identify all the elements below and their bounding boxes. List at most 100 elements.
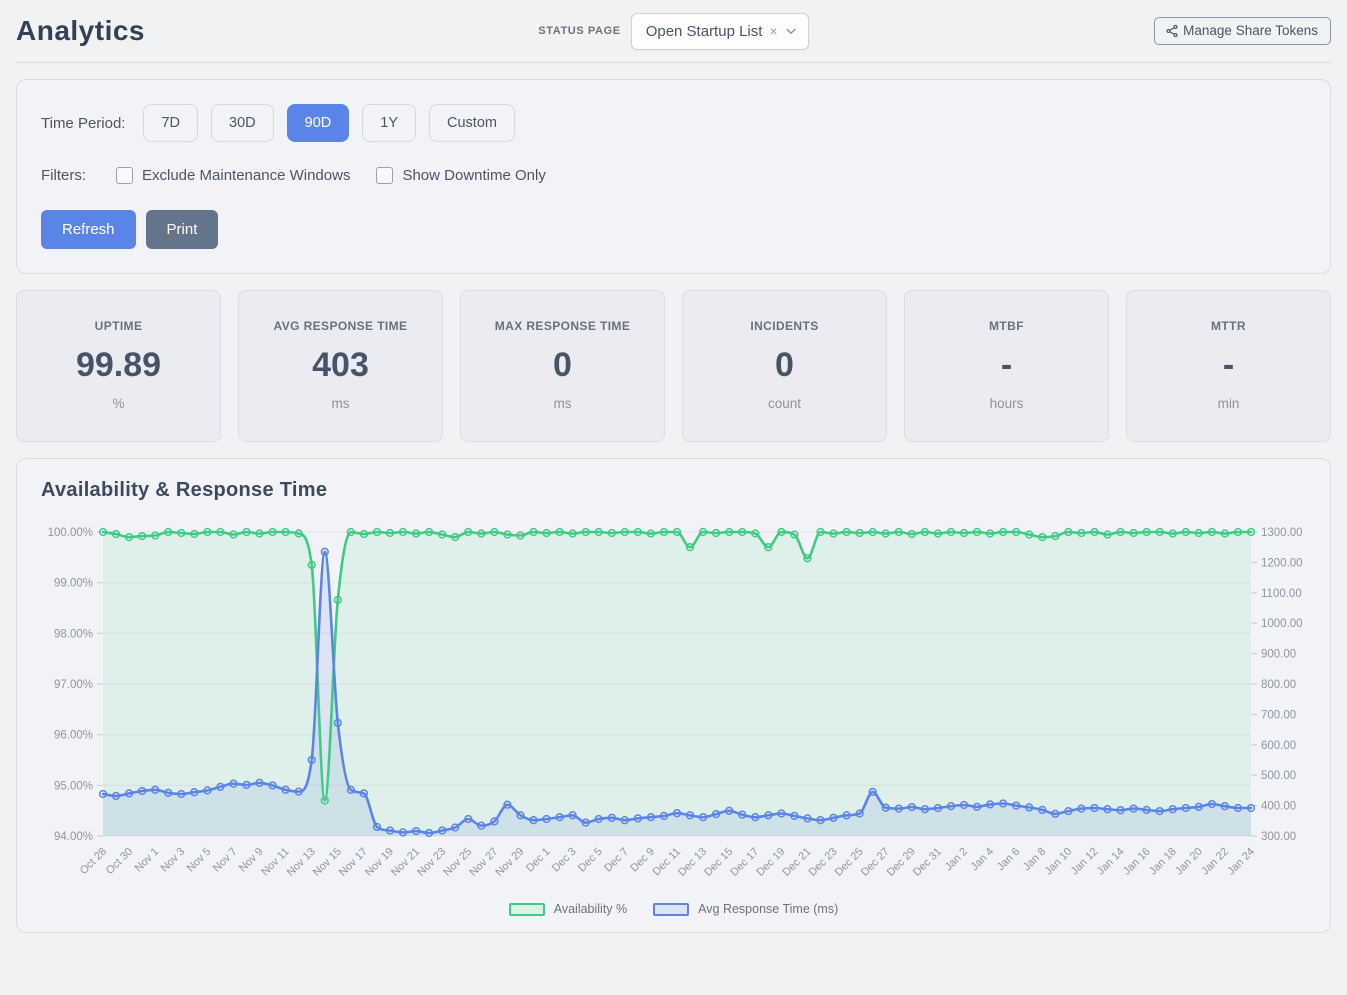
period-button-7d[interactable]: 7D [143, 104, 199, 142]
availability-legend-swatch [508, 902, 545, 916]
svg-text:Dec 31: Dec 31 [911, 846, 944, 879]
svg-text:500.00: 500.00 [1261, 770, 1296, 782]
stat-unit: % [112, 396, 125, 411]
svg-text:Jan 18: Jan 18 [1147, 846, 1179, 878]
svg-text:Dec 19: Dec 19 [754, 846, 787, 879]
svg-text:Dec 3: Dec 3 [550, 846, 579, 875]
svg-text:Dec 15: Dec 15 [702, 846, 735, 879]
legend-item-response-time[interactable]: Avg Response Time (ms) [653, 902, 838, 916]
manage-share-tokens-label: Manage Share Tokens [1183, 23, 1318, 38]
refresh-button[interactable]: Refresh [41, 210, 136, 249]
stat-label: MTTR [1211, 319, 1246, 333]
actions-row: Refresh Print [41, 210, 1306, 249]
svg-text:Dec 7: Dec 7 [602, 846, 631, 875]
svg-text:Nov 23: Nov 23 [415, 846, 448, 879]
share-icon [1165, 24, 1179, 38]
status-page-selected-value: Open Startup List [645, 22, 763, 40]
svg-text:Nov 15: Nov 15 [311, 846, 344, 879]
status-page-label: STATUS PAGE [538, 25, 621, 37]
svg-text:96.00%: 96.00% [54, 730, 93, 742]
svg-text:Jan 24: Jan 24 [1225, 846, 1257, 878]
stat-unit: count [767, 396, 802, 411]
show-downtime-label: Show Downtime Only [402, 167, 546, 184]
svg-text:Dec 13: Dec 13 [676, 846, 709, 879]
svg-text:Dec 21: Dec 21 [780, 846, 813, 879]
app-header: Analytics STATUS PAGE Open Startup List … [0, 0, 1347, 62]
chart-panel: Availability & Response Time 100.00% 99.0… [16, 458, 1331, 933]
stats-row: UPTIME 99.89 % AVG RESPONSE TIME 403 ms … [16, 290, 1331, 442]
response-time-legend-label: Avg Response Time (ms) [698, 902, 839, 916]
svg-text:Nov 29: Nov 29 [493, 846, 526, 879]
svg-text:Dec 17: Dec 17 [728, 846, 761, 879]
stat-value: 99.89 [75, 346, 162, 384]
stat-label: MAX RESPONSE TIME [494, 319, 631, 333]
svg-text:1100.00: 1100.00 [1261, 588, 1302, 600]
svg-text:700.00: 700.00 [1261, 709, 1296, 721]
svg-text:Nov 7: Nov 7 [211, 846, 240, 875]
stat-card-incidents: INCIDENTS 0 count [682, 290, 887, 442]
svg-text:Oct 30: Oct 30 [104, 846, 135, 877]
svg-text:300.00: 300.00 [1261, 831, 1296, 843]
stat-value: 0 [775, 346, 794, 384]
chart-title: Availability & Response Time [41, 479, 328, 501]
svg-text:Nov 27: Nov 27 [467, 846, 500, 879]
print-button[interactable]: Print [145, 210, 219, 249]
svg-text:Jan 16: Jan 16 [1121, 846, 1153, 878]
response-time-legend-swatch [653, 902, 690, 916]
svg-text:400.00: 400.00 [1261, 801, 1296, 813]
svg-text:Jan 6: Jan 6 [995, 846, 1023, 874]
filters-label: Filters: [41, 167, 86, 184]
show-downtime-checkbox[interactable] [376, 167, 394, 184]
page-title: Analytics [16, 15, 145, 46]
exclude-maintenance-checkbox[interactable] [116, 167, 133, 184]
period-button-custom[interactable]: Custom [429, 104, 515, 142]
svg-text:Nov 25: Nov 25 [441, 846, 474, 879]
availability-legend-label: Availability % [553, 902, 628, 916]
manage-share-tokens-button[interactable]: Manage Share Tokens [1154, 17, 1331, 45]
svg-text:1000.00: 1000.00 [1261, 618, 1303, 630]
show-downtime-option[interactable]: Show Downtime Only [376, 167, 546, 184]
chart-svg: 100.00% 99.00% 98.00% 97.00% 96.00% 95.00% 94.… [48, 527, 1303, 879]
stat-value: 403 [312, 346, 369, 384]
svg-text:Oct 28: Oct 28 [78, 846, 109, 877]
period-button-90d[interactable]: 90D [286, 104, 350, 142]
svg-text:600.00: 600.00 [1261, 740, 1296, 752]
stat-label: INCIDENTS [750, 319, 819, 333]
stat-label: UPTIME [94, 319, 143, 333]
svg-text:Dec 23: Dec 23 [807, 846, 840, 879]
stat-label: AVG RESPONSE TIME [273, 319, 408, 333]
legend-item-availability[interactable]: Availability % [508, 902, 628, 916]
svg-text:99.00%: 99.00% [54, 578, 93, 590]
period-button-30d[interactable]: 30D [211, 104, 274, 142]
svg-text:98.00%: 98.00% [54, 628, 93, 640]
svg-text:Dec 5: Dec 5 [576, 846, 605, 875]
filters-row: Filters: Exclude Maintenance Windows Sho… [41, 167, 1306, 184]
clear-selection-icon[interactable]: × [769, 23, 778, 39]
stat-card-mtbf: MTBF - hours [904, 290, 1109, 442]
stat-value: - [1000, 346, 1013, 384]
status-page-select[interactable]: Open Startup List × [630, 12, 809, 50]
filter-panel: Time Period: 7D 30D 90D 1Y Custom Filter… [16, 79, 1331, 274]
period-button-1y[interactable]: 1Y [362, 104, 416, 142]
svg-text:Jan 14: Jan 14 [1095, 846, 1127, 878]
stat-unit: hours [989, 396, 1024, 411]
stat-label: MTBF [989, 319, 1024, 333]
svg-text:1200.00: 1200.00 [1261, 557, 1303, 569]
stat-card-max-response-time: MAX RESPONSE TIME 0 ms [460, 290, 665, 442]
svg-text:1300.00: 1300.00 [1261, 527, 1303, 539]
svg-text:Jan 22: Jan 22 [1199, 846, 1231, 878]
svg-text:Nov 21: Nov 21 [389, 846, 422, 879]
svg-text:Jan 10: Jan 10 [1043, 846, 1075, 878]
stat-unit: ms [553, 396, 572, 411]
svg-text:Jan 4: Jan 4 [969, 846, 997, 874]
svg-text:Dec 29: Dec 29 [885, 846, 918, 879]
svg-text:95.00%: 95.00% [54, 780, 93, 792]
exclude-maintenance-label: Exclude Maintenance Windows [142, 167, 351, 184]
exclude-maintenance-option[interactable]: Exclude Maintenance Windows [116, 167, 350, 184]
svg-text:94.00%: 94.00% [54, 831, 93, 843]
chevron-down-icon [785, 25, 797, 37]
availability-response-chart: 100.00% 99.00% 98.00% 97.00% 96.00% 95.00% 94.… [41, 512, 1306, 900]
svg-text:800.00: 800.00 [1261, 679, 1296, 691]
time-period-buttons: 7D 30D 90D 1Y Custom [143, 104, 515, 142]
stat-value: - [1222, 346, 1235, 384]
